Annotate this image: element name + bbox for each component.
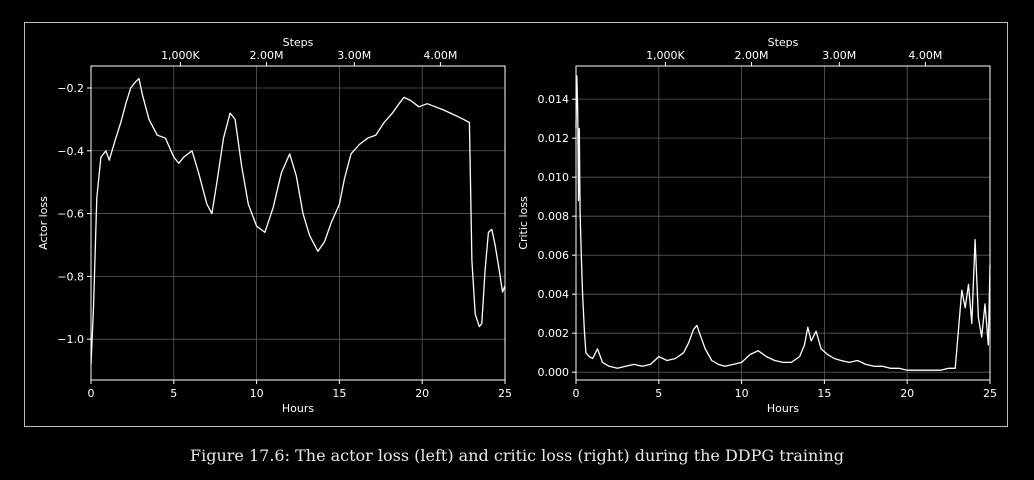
actor-loss-y-tick-label: −0.6 bbox=[57, 208, 84, 221]
critic-loss-chart: 0 5 10 15 20 25 0.000 0.002 0.004 0.006 0.008 0.01… bbox=[517, 36, 997, 415]
actor-loss-x-tick-label: 25 bbox=[498, 387, 512, 400]
critic-loss-x-tick-label: 0 bbox=[573, 387, 580, 400]
critic-loss-top-ticks: 1,000K 2.00M 3.00M 4.00M bbox=[646, 49, 942, 66]
critic-loss-y-tick-label: 0.014 bbox=[538, 93, 570, 106]
critic-loss-top-tick-label: 2.00M bbox=[735, 49, 769, 62]
critic-loss-y-tick-label: 0.012 bbox=[538, 132, 570, 145]
actor-loss-top-tick-label: 3.00M bbox=[337, 49, 371, 62]
actor-loss-plot-area bbox=[90, 65, 506, 381]
actor-loss-x-tick-label: 20 bbox=[415, 387, 429, 400]
critic-loss-x-tick-label: 10 bbox=[735, 387, 749, 400]
critic-loss-y-tick-label: 0.002 bbox=[538, 327, 570, 340]
critic-loss-x-tick-label: 5 bbox=[655, 387, 662, 400]
critic-loss-y-label: Critic loss bbox=[517, 196, 530, 250]
actor-loss-y-label: Actor loss bbox=[37, 196, 50, 250]
critic-loss-x-tick-label: 25 bbox=[983, 387, 997, 400]
critic-loss-plot-area bbox=[575, 65, 991, 381]
critic-loss-top-axis-label: Steps bbox=[768, 36, 799, 49]
actor-loss-x-ticks: 0 5 10 15 20 25 bbox=[88, 380, 512, 400]
actor-loss-y-ticks: −1.0 −0.8 −0.6 −0.4 −0.2 bbox=[57, 82, 91, 346]
critic-loss-grid bbox=[575, 66, 991, 380]
charts-canvas: 0 5 10 15 20 25 −1.0 −0.8 −0.6 −0.4 −0.2 1,000K 2.… bbox=[37, 36, 997, 415]
actor-loss-top-tick-label: 1,000K bbox=[161, 49, 200, 62]
actor-loss-top-ticks: 1,000K 2.00M 3.00M 4.00M bbox=[161, 49, 457, 66]
critic-loss-x-label: Hours bbox=[767, 402, 799, 415]
critic-loss-y-ticks: 0.000 0.002 0.004 0.006 0.008 0.010 0.012 0.014 bbox=[538, 93, 576, 379]
critic-loss-series-line bbox=[575, 75, 991, 371]
actor-loss-y-tick-label: −0.8 bbox=[57, 270, 84, 283]
actor-loss-chart: 0 5 10 15 20 25 −1.0 −0.8 −0.6 −0.4 −0.2 1,000K 2.… bbox=[37, 36, 512, 415]
critic-loss-x-ticks: 0 5 10 15 20 25 bbox=[573, 380, 997, 400]
actor-loss-y-tick-label: −0.4 bbox=[57, 145, 84, 158]
actor-loss-grid bbox=[90, 66, 506, 380]
actor-loss-y-tick-label: −0.2 bbox=[57, 82, 84, 95]
actor-loss-y-tick-label: −1.0 bbox=[57, 333, 84, 346]
critic-loss-top-tick-label: 1,000K bbox=[646, 49, 685, 62]
critic-loss-y-tick-label: 0.004 bbox=[538, 288, 570, 301]
critic-loss-y-tick-label: 0.006 bbox=[538, 249, 570, 262]
actor-loss-top-tick-label: 4.00M bbox=[423, 49, 457, 62]
critic-loss-x-tick-label: 20 bbox=[900, 387, 914, 400]
critic-loss-top-tick-label: 3.00M bbox=[822, 49, 856, 62]
actor-loss-series-line bbox=[90, 77, 506, 365]
critic-loss-y-tick-label: 0.008 bbox=[538, 210, 570, 223]
actor-loss-x-label: Hours bbox=[282, 402, 314, 415]
actor-loss-x-tick-label: 5 bbox=[170, 387, 177, 400]
actor-loss-top-tick-label: 2.00M bbox=[250, 49, 284, 62]
critic-loss-top-tick-label: 4.00M bbox=[908, 49, 942, 62]
critic-loss-x-tick-label: 15 bbox=[817, 387, 831, 400]
critic-loss-y-tick-label: 0.000 bbox=[538, 366, 570, 379]
critic-loss-y-tick-label: 0.010 bbox=[538, 171, 570, 184]
figure-frame bbox=[24, 22, 1008, 427]
actor-loss-x-tick-label: 0 bbox=[88, 387, 95, 400]
actor-loss-x-tick-label: 15 bbox=[332, 387, 346, 400]
actor-loss-x-tick-label: 10 bbox=[250, 387, 264, 400]
actor-loss-top-axis-label: Steps bbox=[283, 36, 314, 49]
figure-caption: Figure 17.6: The actor loss (left) and c… bbox=[190, 446, 844, 465]
